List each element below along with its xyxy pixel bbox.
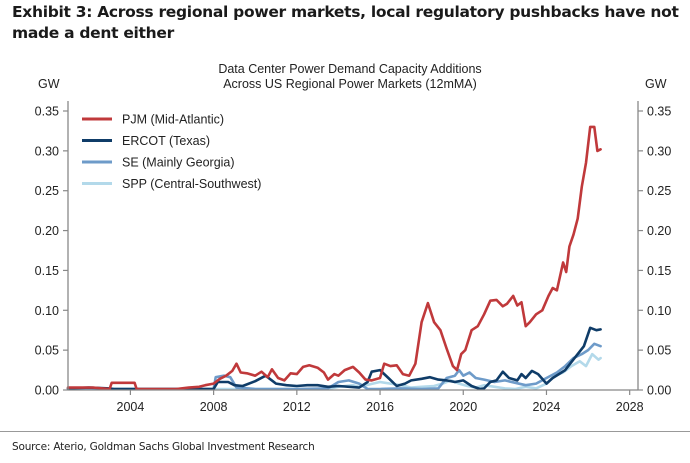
source-note: Source: Aterio, Goldman Sachs Global Inv… (12, 441, 315, 453)
left-y-tick-label: 0.25 (35, 184, 59, 198)
series-line-ercot (66, 326, 602, 391)
left-axis-unit: GW (38, 77, 60, 91)
right-y-tick-label: 0.15 (647, 264, 671, 278)
left-y-tick-label: 0.30 (35, 144, 59, 158)
x-tick-label: 2004 (117, 400, 145, 414)
right-axis-unit: GW (645, 77, 667, 91)
left-y-tick-label: 0.35 (35, 105, 59, 119)
x-tick-label: 2016 (366, 400, 394, 414)
x-tick-label: 2028 (616, 400, 644, 414)
left-y-tick-label: 0.00 (35, 384, 59, 398)
legend-label: SPP (Central-Southwest) (122, 177, 261, 191)
tick-layer: 0.00 0.00 0.05 0.05 0.10 0.10 0.15 0.15 0.20 0.20… (35, 105, 672, 415)
right-y-tick-label: 0.10 (647, 304, 671, 318)
exhibit-title: Exhibit 3: Across regional power markets… (12, 3, 679, 42)
x-tick-label: 2008 (200, 400, 228, 414)
right-y-tick-label: 0.30 (647, 144, 671, 158)
right-y-tick-label: 0.00 (647, 384, 671, 398)
x-tick-label: 2020 (449, 400, 477, 414)
legend-label: ERCOT (Texas) (122, 134, 210, 148)
right-y-tick-label: 0.35 (647, 105, 671, 119)
left-y-tick-label: 0.10 (35, 304, 59, 318)
legend-label: PJM (Mid-Atlantic) (122, 113, 224, 127)
chart-canvas: 0.00 0.00 0.05 0.05 0.10 0.10 0.15 0.15 0.20 0.20… (35, 101, 672, 415)
x-tick-label: 2024 (533, 400, 561, 414)
left-y-tick-label: 0.15 (35, 264, 59, 278)
chart-title: Data Center Power Demand Capacity Additi… (140, 62, 560, 92)
series-line-pjm (66, 125, 602, 391)
series-line-se (66, 342, 602, 391)
x-tick-label: 2012 (283, 400, 311, 414)
chart-subtitle: Across US Regional Power Markets (12mMA) (223, 77, 477, 91)
left-y-tick-label: 0.20 (35, 224, 59, 238)
legend-label: SE (Mainly Georgia) (122, 156, 235, 170)
left-y-tick-label: 0.05 (35, 344, 59, 358)
right-y-tick-label: 0.20 (647, 224, 671, 238)
axis-layer (67, 101, 639, 391)
source-divider (0, 431, 690, 432)
right-y-tick-label: 0.25 (647, 184, 671, 198)
right-y-tick-label: 0.05 (647, 344, 671, 358)
chart-title-line1: Data Center Power Demand Capacity Additi… (218, 62, 482, 76)
series-layer (66, 125, 602, 391)
legend: PJM (Mid-Atlantic) ERCOT (Texas) SE (Mainl… (82, 113, 261, 191)
